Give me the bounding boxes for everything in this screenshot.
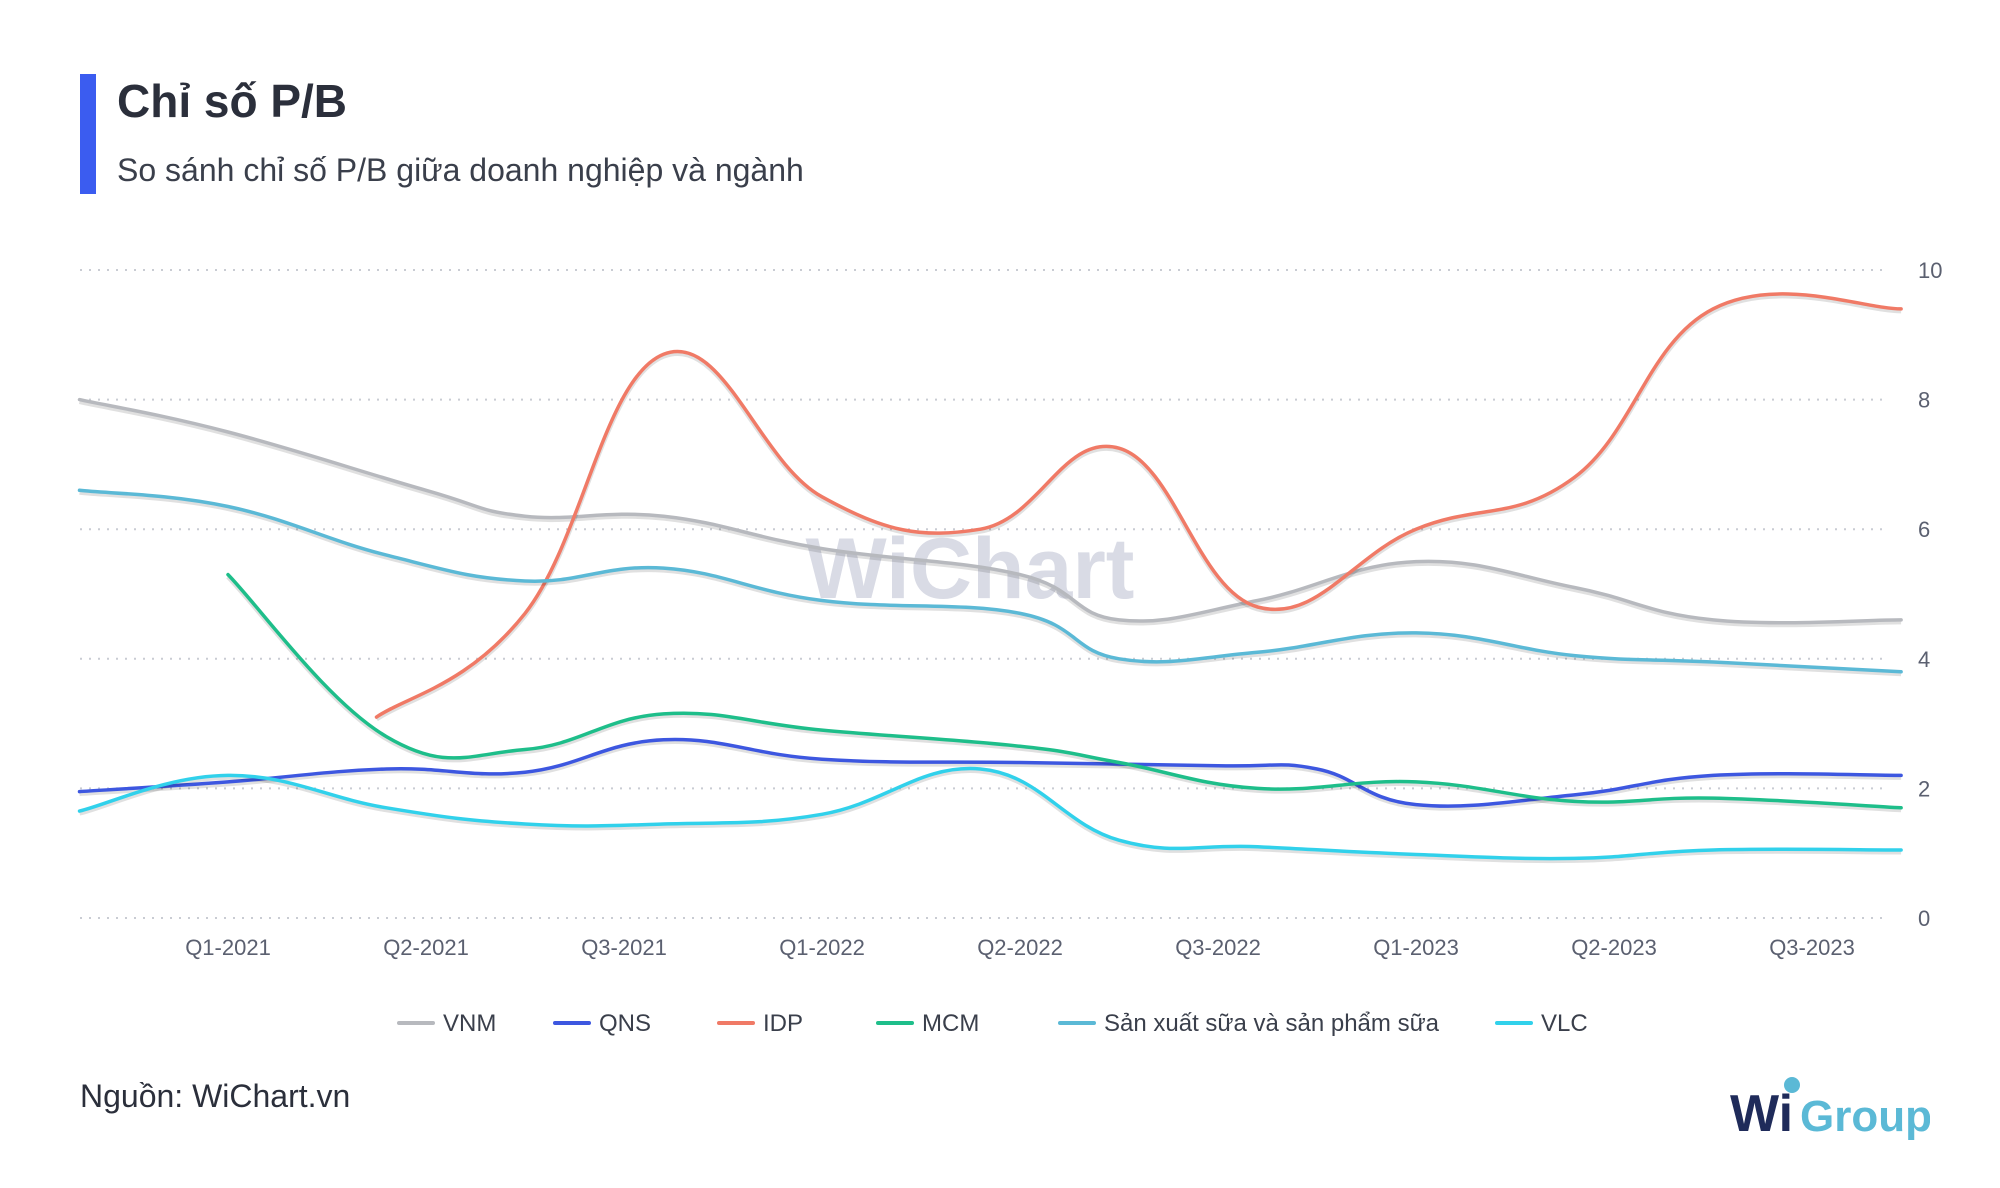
logo-dot-icon (1784, 1077, 1800, 1093)
x-tick-label: Q3-2022 (1175, 935, 1261, 960)
legend-item[interactable]: Sản xuất sữa và sản phẩm sữa (1058, 1010, 1440, 1037)
logo-wi: Wi (1730, 1085, 1793, 1143)
series-line-vnm (77, 397, 1903, 625)
x-tick-label: Q2-2023 (1571, 935, 1657, 960)
y-tick-label: 8 (1918, 388, 1930, 413)
x-tick-label: Q2-2021 (383, 935, 469, 960)
chart-subtitle: So sánh chỉ số P/B giữa doanh nghiệp và … (117, 152, 804, 188)
y-tick-label: 2 (1918, 776, 1930, 801)
legend-item[interactable]: MCM (876, 1010, 979, 1037)
y-tick-label: 0 (1918, 906, 1930, 931)
y-tick-label: 6 (1918, 517, 1930, 542)
series-line-mcm (226, 572, 1903, 810)
x-tick-label: Q3-2021 (581, 935, 667, 960)
series-line-qns (77, 737, 1903, 808)
x-tick-label: Q3-2023 (1769, 935, 1855, 960)
series-line-shadow (79, 489, 1902, 677)
series-line-shadow (226, 574, 1902, 813)
series-line-idp (374, 292, 1903, 719)
legend: VNM QNS IDP MCM Sản xuất sữa và sản phẩm sữa… (397, 1010, 1588, 1037)
grid-lines (80, 269, 1885, 919)
legend-item[interactable]: IDP (717, 1010, 803, 1037)
source-note: Nguồn: WiChart.vn (80, 1078, 351, 1114)
legend-label: MCM (922, 1010, 979, 1037)
chart-title: Chỉ số P/B (117, 75, 348, 127)
x-tick-label: Q1-2023 (1373, 935, 1459, 960)
logo-group: Group (1800, 1092, 1930, 1141)
title-accent-bar (80, 74, 96, 194)
series-lines (77, 292, 1903, 864)
x-tick-label: Q1-2022 (779, 935, 865, 960)
legend-label: VNM (443, 1010, 496, 1037)
watermark-text: WiChart (806, 521, 1135, 617)
y-tick-label: 4 (1918, 647, 1930, 672)
x-tick-label: Q2-2022 (977, 935, 1063, 960)
series-line-vlc (77, 766, 1903, 861)
wigroup-logo: Wi Group (1730, 1077, 1930, 1143)
legend-item[interactable]: VLC (1495, 1010, 1588, 1037)
legend-label: IDP (763, 1010, 803, 1037)
legend-item[interactable]: VNM (397, 1010, 496, 1037)
y-axis-ticks: 0 2 4 6 8 10 (1918, 258, 1942, 931)
x-axis-ticks: Q1-2021 Q2-2021 Q3-2021 Q1-2022 Q2-2022 Q3-20… (185, 935, 1855, 960)
legend-label: QNS (599, 1010, 651, 1037)
y-tick-label: 10 (1918, 258, 1942, 283)
series-line-sản-xuất-sữa-và-sản-phẩm-sữa (77, 488, 1903, 674)
x-tick-label: Q1-2021 (185, 935, 271, 960)
series-line-shadow (375, 293, 1902, 722)
legend-label: VLC (1541, 1010, 1588, 1037)
legend-label: Sản xuất sữa và sản phẩm sữa (1104, 1010, 1440, 1037)
series-line-shadow (78, 768, 1902, 864)
series-line-shadow (78, 399, 1902, 628)
legend-item[interactable]: QNS (553, 1010, 651, 1037)
series-line-shadow (79, 739, 1902, 811)
